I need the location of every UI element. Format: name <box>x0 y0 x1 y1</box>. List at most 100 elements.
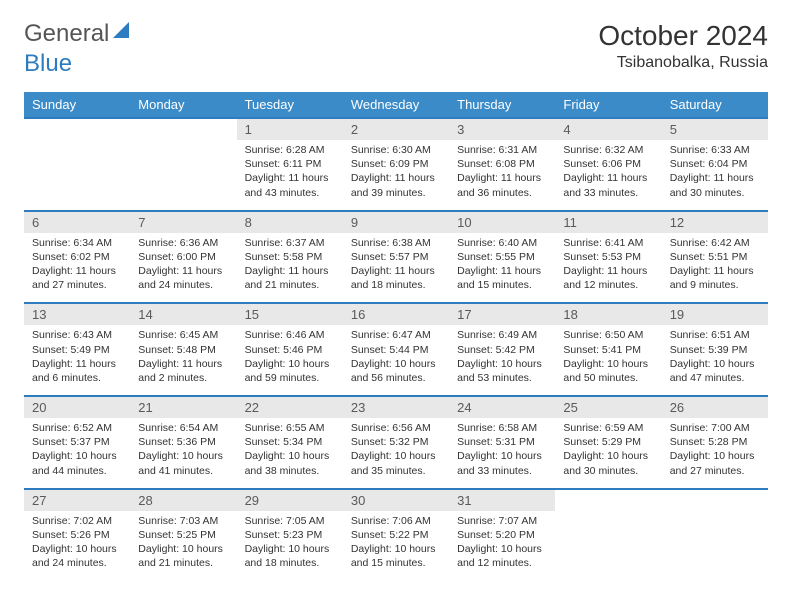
sunset-line: Sunset: 5:49 PM <box>32 343 122 357</box>
sunrise-line: Sunrise: 6:47 AM <box>351 328 441 342</box>
day-number-cell: 25 <box>555 396 661 418</box>
day-body-cell: Sunrise: 6:40 AMSunset: 5:55 PMDaylight:… <box>449 233 555 304</box>
day-number-cell: 31 <box>449 489 555 511</box>
day-number-cell: 20 <box>24 396 130 418</box>
sunset-line: Sunset: 5:29 PM <box>563 435 653 449</box>
day-body-cell: Sunrise: 6:54 AMSunset: 5:36 PMDaylight:… <box>130 418 236 489</box>
sunset-line: Sunset: 5:28 PM <box>670 435 760 449</box>
daylight-line: Daylight: 11 hours and 6 minutes. <box>32 357 122 385</box>
daylight-line: Daylight: 11 hours and 24 minutes. <box>138 264 228 292</box>
week-number-row: 20212223242526 <box>24 396 768 418</box>
daylight-line: Daylight: 11 hours and 2 minutes. <box>138 357 228 385</box>
logo-text-1: General <box>24 20 109 48</box>
daylight-line: Daylight: 11 hours and 30 minutes. <box>670 171 760 199</box>
sunrise-line: Sunrise: 6:58 AM <box>457 421 547 435</box>
day-number-cell: 26 <box>662 396 768 418</box>
dow-header: Monday <box>130 92 236 118</box>
daylight-line: Daylight: 11 hours and 39 minutes. <box>351 171 441 199</box>
week-body-row: Sunrise: 6:43 AMSunset: 5:49 PMDaylight:… <box>24 325 768 396</box>
sunset-line: Sunset: 5:36 PM <box>138 435 228 449</box>
sunset-line: Sunset: 5:48 PM <box>138 343 228 357</box>
daylight-line: Daylight: 11 hours and 27 minutes. <box>32 264 122 292</box>
day-number-cell <box>662 489 768 511</box>
day-body-cell: Sunrise: 6:36 AMSunset: 6:00 PMDaylight:… <box>130 233 236 304</box>
day-number-cell: 7 <box>130 211 236 233</box>
day-number-cell: 18 <box>555 303 661 325</box>
sunset-line: Sunset: 5:37 PM <box>32 435 122 449</box>
day-body-cell <box>130 140 236 211</box>
daylight-line: Daylight: 11 hours and 21 minutes. <box>245 264 335 292</box>
day-body-cell: Sunrise: 7:07 AMSunset: 5:20 PMDaylight:… <box>449 511 555 581</box>
day-number-cell <box>130 118 236 140</box>
daylight-line: Daylight: 11 hours and 15 minutes. <box>457 264 547 292</box>
sunset-line: Sunset: 5:41 PM <box>563 343 653 357</box>
week-number-row: 13141516171819 <box>24 303 768 325</box>
day-body-cell <box>662 511 768 581</box>
title-block: October 2024 Tsibanobalka, Russia <box>598 20 768 72</box>
day-number-cell: 4 <box>555 118 661 140</box>
sunrise-line: Sunrise: 6:59 AM <box>563 421 653 435</box>
sunset-line: Sunset: 5:20 PM <box>457 528 547 542</box>
sunrise-line: Sunrise: 6:55 AM <box>245 421 335 435</box>
daylight-line: Daylight: 10 hours and 38 minutes. <box>245 449 335 477</box>
day-number-cell: 9 <box>343 211 449 233</box>
dow-header: Saturday <box>662 92 768 118</box>
day-number-cell: 17 <box>449 303 555 325</box>
sunset-line: Sunset: 5:23 PM <box>245 528 335 542</box>
sunset-line: Sunset: 5:44 PM <box>351 343 441 357</box>
sunset-line: Sunset: 5:34 PM <box>245 435 335 449</box>
sunrise-line: Sunrise: 7:05 AM <box>245 514 335 528</box>
sunrise-line: Sunrise: 6:43 AM <box>32 328 122 342</box>
week-body-row: Sunrise: 6:34 AMSunset: 6:02 PMDaylight:… <box>24 233 768 304</box>
day-body-cell: Sunrise: 6:50 AMSunset: 5:41 PMDaylight:… <box>555 325 661 396</box>
day-number-cell: 6 <box>24 211 130 233</box>
daylight-line: Daylight: 10 hours and 35 minutes. <box>351 449 441 477</box>
daylight-line: Daylight: 11 hours and 33 minutes. <box>563 171 653 199</box>
logo-text-2: Blue <box>24 50 72 78</box>
sunrise-line: Sunrise: 6:42 AM <box>670 236 760 250</box>
sunrise-line: Sunrise: 7:06 AM <box>351 514 441 528</box>
day-number-cell: 28 <box>130 489 236 511</box>
sunset-line: Sunset: 5:39 PM <box>670 343 760 357</box>
sunrise-line: Sunrise: 6:40 AM <box>457 236 547 250</box>
location-label: Tsibanobalka, Russia <box>598 54 768 72</box>
sunset-line: Sunset: 5:57 PM <box>351 250 441 264</box>
month-title: October 2024 <box>598 20 768 52</box>
day-number-cell: 30 <box>343 489 449 511</box>
week-body-row: Sunrise: 6:52 AMSunset: 5:37 PMDaylight:… <box>24 418 768 489</box>
day-body-cell: Sunrise: 6:41 AMSunset: 5:53 PMDaylight:… <box>555 233 661 304</box>
daylight-line: Daylight: 10 hours and 21 minutes. <box>138 542 228 570</box>
daylight-line: Daylight: 10 hours and 18 minutes. <box>245 542 335 570</box>
daylight-line: Daylight: 10 hours and 53 minutes. <box>457 357 547 385</box>
daylight-line: Daylight: 10 hours and 27 minutes. <box>670 449 760 477</box>
calendar-header-row: SundayMondayTuesdayWednesdayThursdayFrid… <box>24 92 768 118</box>
day-body-cell: Sunrise: 6:33 AMSunset: 6:04 PMDaylight:… <box>662 140 768 211</box>
day-body-cell: Sunrise: 6:31 AMSunset: 6:08 PMDaylight:… <box>449 140 555 211</box>
day-number-cell: 27 <box>24 489 130 511</box>
sunset-line: Sunset: 5:51 PM <box>670 250 760 264</box>
day-body-cell: Sunrise: 6:42 AMSunset: 5:51 PMDaylight:… <box>662 233 768 304</box>
day-number-cell <box>555 489 661 511</box>
day-body-cell: Sunrise: 6:46 AMSunset: 5:46 PMDaylight:… <box>237 325 343 396</box>
day-body-cell: Sunrise: 6:43 AMSunset: 5:49 PMDaylight:… <box>24 325 130 396</box>
dow-header: Tuesday <box>237 92 343 118</box>
sunrise-line: Sunrise: 6:33 AM <box>670 143 760 157</box>
sunset-line: Sunset: 5:53 PM <box>563 250 653 264</box>
week-number-row: 2728293031 <box>24 489 768 511</box>
sunset-line: Sunset: 6:06 PM <box>563 157 653 171</box>
sunset-line: Sunset: 6:04 PM <box>670 157 760 171</box>
sunrise-line: Sunrise: 6:28 AM <box>245 143 335 157</box>
day-body-cell: Sunrise: 6:58 AMSunset: 5:31 PMDaylight:… <box>449 418 555 489</box>
sunset-line: Sunset: 5:46 PM <box>245 343 335 357</box>
daylight-line: Daylight: 10 hours and 24 minutes. <box>32 542 122 570</box>
sunrise-line: Sunrise: 7:07 AM <box>457 514 547 528</box>
day-body-cell <box>555 511 661 581</box>
day-number-cell <box>24 118 130 140</box>
day-body-cell: Sunrise: 6:51 AMSunset: 5:39 PMDaylight:… <box>662 325 768 396</box>
daylight-line: Daylight: 10 hours and 15 minutes. <box>351 542 441 570</box>
day-number-cell: 21 <box>130 396 236 418</box>
sunset-line: Sunset: 5:42 PM <box>457 343 547 357</box>
day-number-cell: 8 <box>237 211 343 233</box>
dow-header: Thursday <box>449 92 555 118</box>
day-number-cell: 12 <box>662 211 768 233</box>
